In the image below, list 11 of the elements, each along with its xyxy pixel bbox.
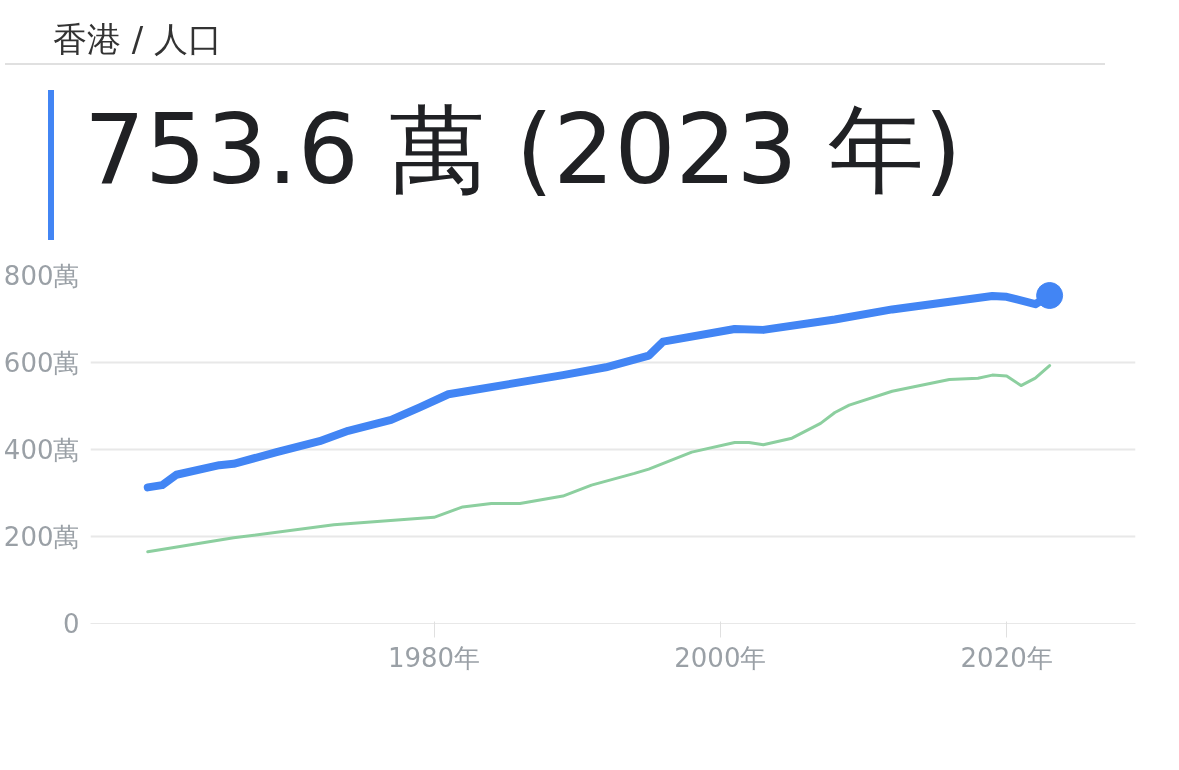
x-tick-label: 1980年 xyxy=(387,642,481,673)
x-tick-label: 2000年 xyxy=(674,642,767,673)
y-tick-label: 600萬 xyxy=(3,347,80,378)
chart-title: 香港 / 人口 xyxy=(53,18,223,61)
line-series xyxy=(146,364,1052,554)
y-tick-label: 200萬 xyxy=(3,521,80,552)
chart-subtitle: 753.6 萬 (2023 年) xyxy=(84,93,962,208)
y-tick-label: 0 xyxy=(62,608,80,639)
x-tick-label: 2020年 xyxy=(960,642,1053,673)
y-tick-label: 800萬 xyxy=(3,260,80,291)
y-tick-label: 400萬 xyxy=(3,434,80,465)
